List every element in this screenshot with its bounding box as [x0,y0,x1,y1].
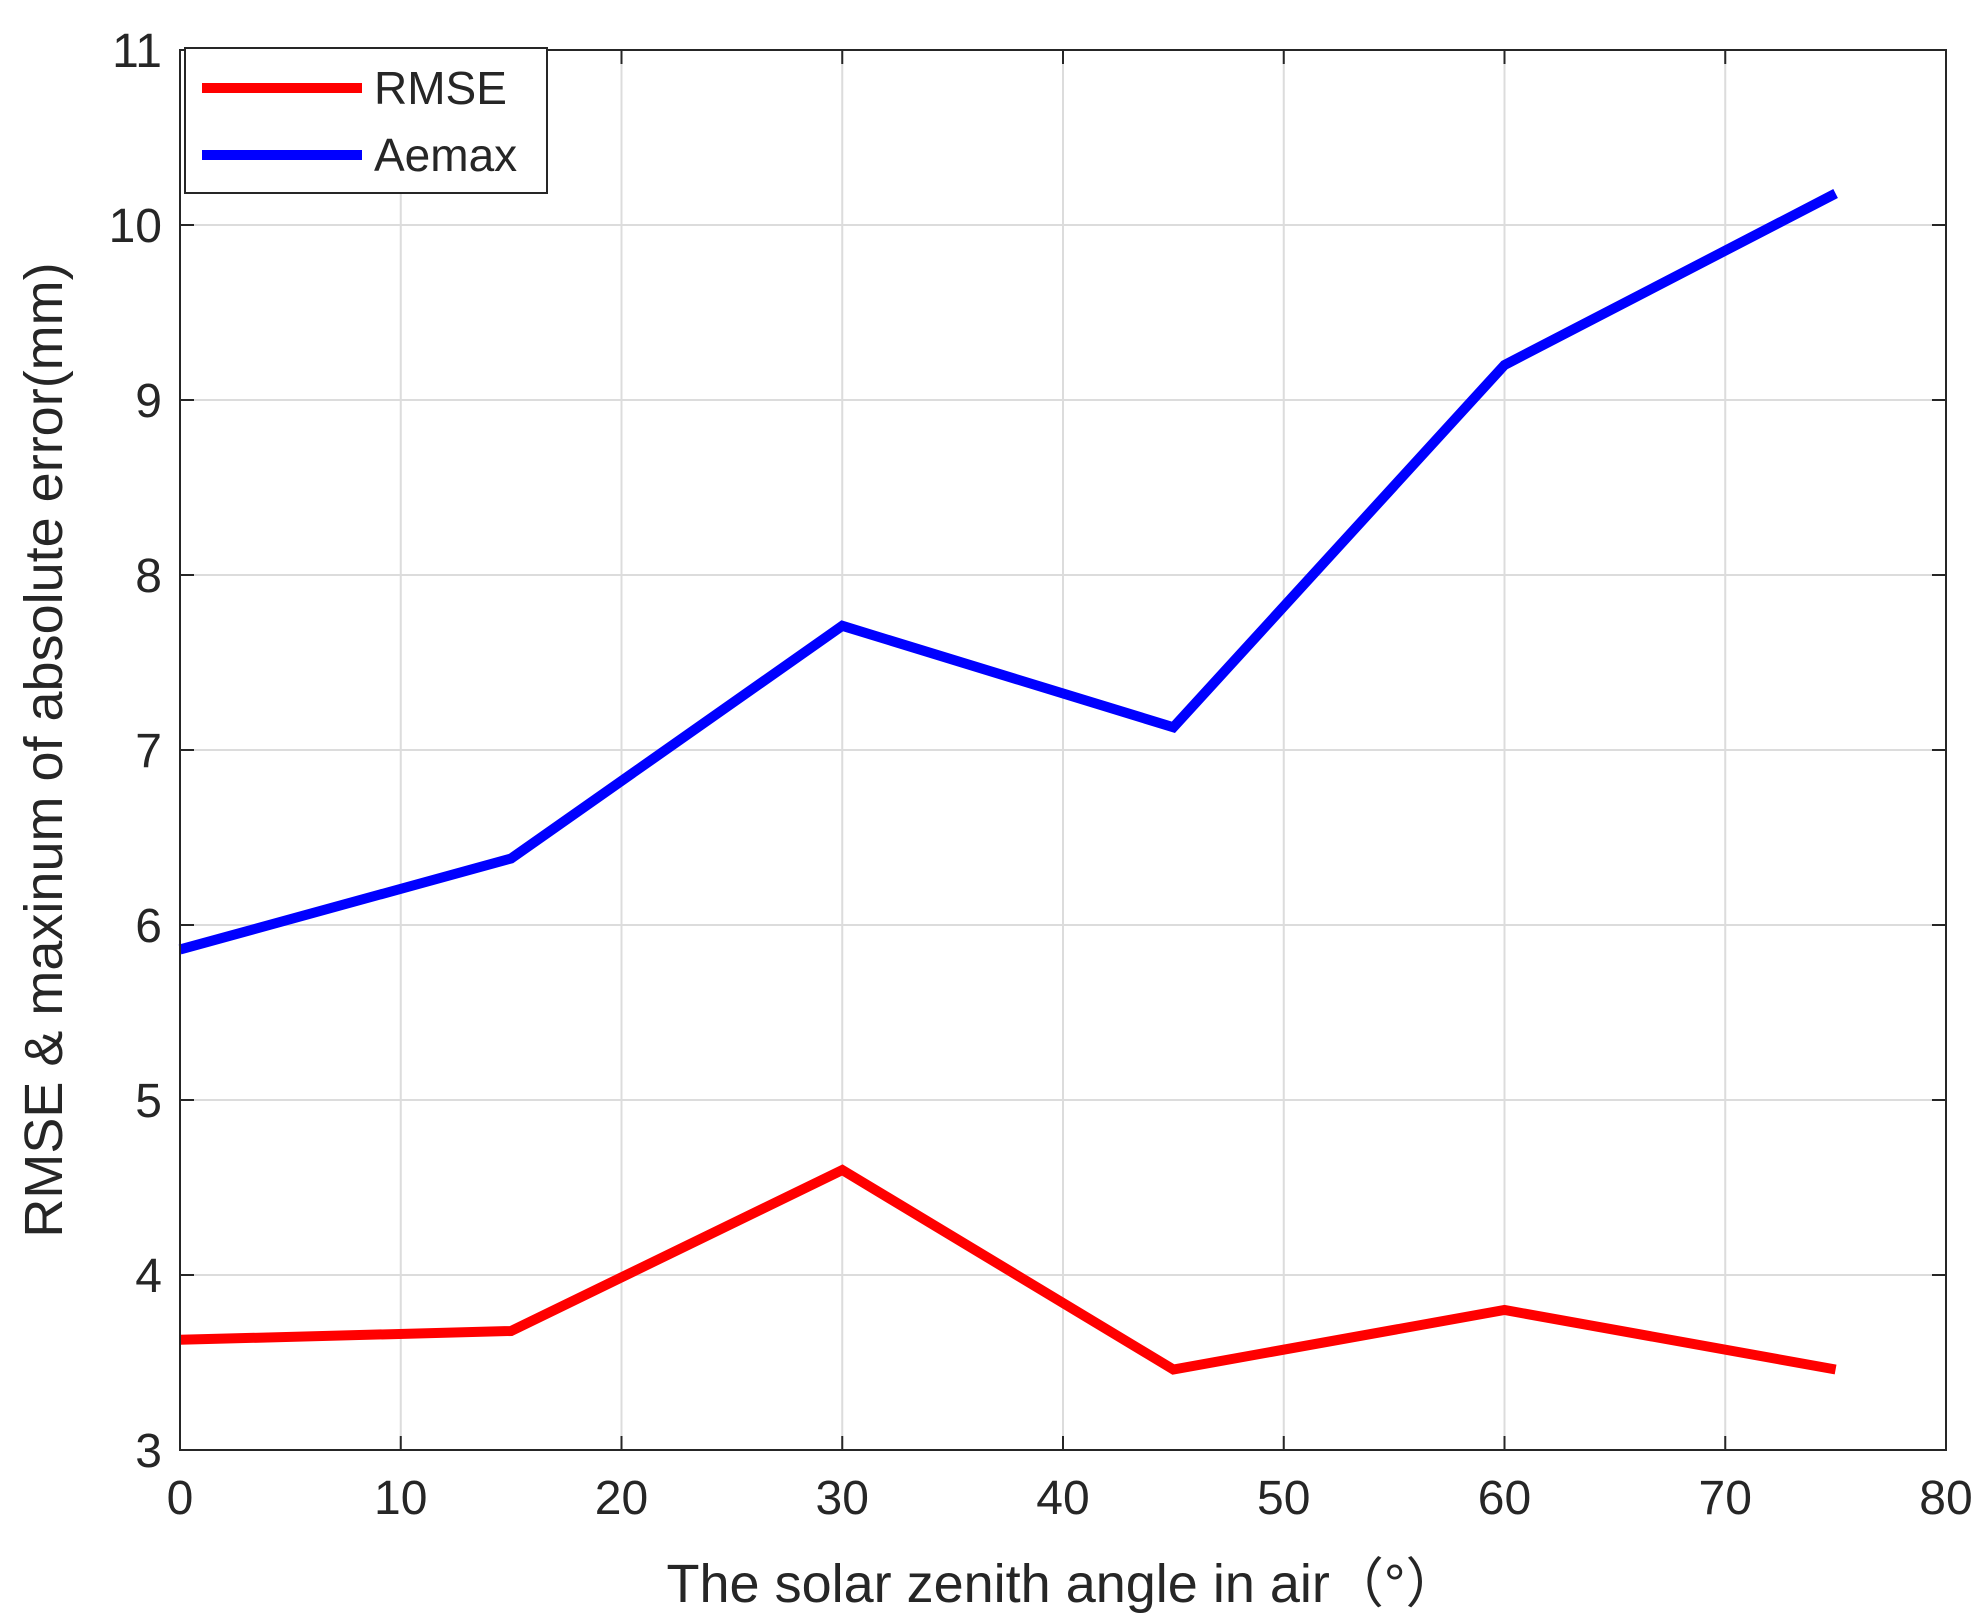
axes [179,49,1947,1451]
y-tick-label: 10 [109,200,162,253]
series-line-rmse [179,1164,1837,1375]
x-tick-label: 50 [1257,1472,1310,1525]
y-tick-label: 9 [135,375,162,428]
tick-labels: 0 10 20 30 40 50 60 70 80 3 4 5 6 7 8 9 10 11 [109,25,1973,1525]
x-tick-label: 40 [1036,1472,1089,1525]
y-tick-label: 3 [135,1425,162,1478]
x-tick-label: 0 [167,1472,194,1525]
y-tick-label: 6 [135,900,162,953]
x-tick-label: 10 [374,1472,427,1525]
x-tick-label: 70 [1699,1472,1752,1525]
y-axis-label: RMSE & maxinum of absolute error(mm) [14,262,74,1237]
y-tick-label: 7 [135,725,162,778]
series-line-aemax [178,189,1838,955]
x-axis-label: The solar zenith angle in air（°） [667,1554,1460,1614]
y-tick-label: 4 [135,1250,162,1303]
x-tick-label: 20 [595,1472,648,1525]
grid [180,50,1946,1450]
legend-label-rmse: RMSE [374,62,507,114]
x-tick-label: 80 [1919,1472,1972,1525]
series-lines [178,189,1838,1375]
legend: RMSE Aemax [184,47,548,194]
x-tick-label: 30 [816,1472,869,1525]
legend-label-aemax: Aemax [374,129,517,181]
y-tick-label: 11 [112,25,162,78]
x-tick-label: 60 [1478,1472,1531,1525]
legend-box [184,47,548,194]
y-tick-label: 5 [135,1075,162,1128]
y-tick-label: 8 [135,550,162,603]
